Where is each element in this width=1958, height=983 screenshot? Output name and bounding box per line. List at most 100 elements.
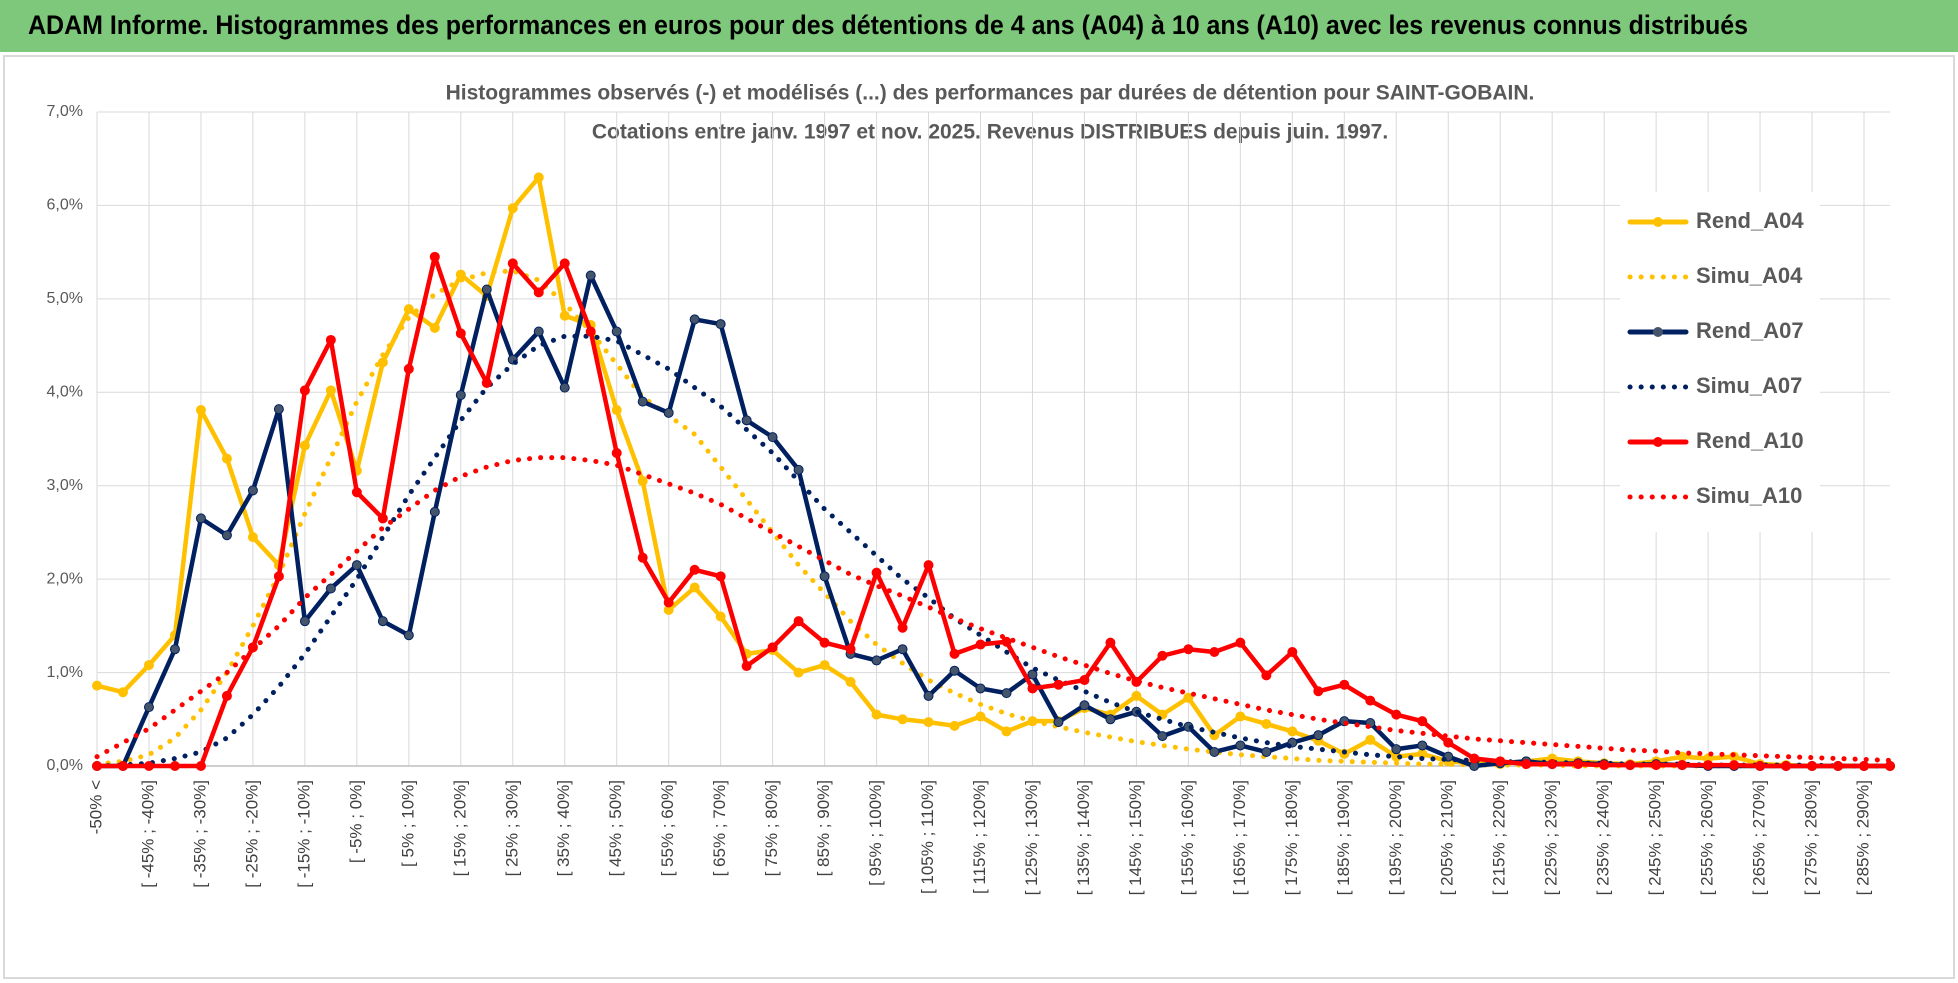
point-marker bbox=[429, 251, 440, 262]
point-marker bbox=[403, 363, 414, 374]
point-marker bbox=[949, 665, 960, 676]
point-marker bbox=[481, 284, 492, 295]
x-tick-label: [ 135% ; 140%] bbox=[1074, 780, 1093, 895]
legend-marker bbox=[1653, 437, 1663, 447]
point-marker bbox=[897, 644, 908, 655]
point-marker bbox=[1287, 647, 1298, 658]
point-marker bbox=[741, 661, 752, 672]
x-tick-label: -50% < bbox=[86, 780, 105, 834]
legend-background bbox=[1620, 192, 1820, 532]
point-marker bbox=[92, 761, 102, 771]
point-marker bbox=[1105, 637, 1116, 648]
point-marker bbox=[1053, 717, 1064, 728]
x-tick-label: [ -35% ; -30%] bbox=[190, 780, 209, 888]
x-tick-label: [ 205% ; 210%] bbox=[1438, 780, 1457, 895]
x-tick-label: [ 25% ; 30%] bbox=[502, 780, 521, 876]
point-marker bbox=[1391, 744, 1402, 755]
x-tick-label: [ 85% ; 90%] bbox=[814, 780, 833, 876]
point-marker bbox=[377, 513, 388, 524]
point-marker bbox=[1287, 726, 1298, 737]
point-marker bbox=[819, 637, 830, 648]
point-marker bbox=[92, 680, 102, 691]
point-marker bbox=[403, 630, 414, 641]
y-tick-label: 1,0% bbox=[47, 664, 83, 681]
point-marker bbox=[169, 644, 180, 655]
x-tick-label: [ 145% ; 150%] bbox=[1126, 780, 1145, 895]
point-marker bbox=[585, 326, 596, 337]
x-tick-label: [ 45% ; 50%] bbox=[606, 780, 625, 876]
point-marker bbox=[1183, 692, 1194, 703]
point-marker bbox=[819, 571, 830, 582]
y-tick-label: 3,0% bbox=[47, 477, 83, 494]
point-marker bbox=[1313, 686, 1324, 697]
x-tick-label: [ 15% ; 20%] bbox=[450, 780, 469, 876]
point-marker bbox=[117, 687, 128, 698]
point-marker bbox=[689, 582, 700, 593]
point-marker bbox=[845, 644, 856, 655]
header-title: ADAM Informe. Histogrammes des performan… bbox=[28, 10, 1748, 40]
x-tick-label: [ 285% ; 290%] bbox=[1853, 780, 1872, 895]
point-marker bbox=[273, 404, 284, 415]
point-marker bbox=[377, 616, 388, 627]
point-marker bbox=[299, 616, 310, 627]
point-marker bbox=[403, 304, 414, 315]
x-tick-label: [ 35% ; 40%] bbox=[554, 780, 573, 876]
point-marker bbox=[429, 506, 440, 517]
point-marker bbox=[533, 172, 544, 183]
point-marker bbox=[715, 611, 726, 622]
legend-label: Simu_A07 bbox=[1696, 373, 1802, 398]
point-marker bbox=[1183, 644, 1194, 655]
point-marker bbox=[1079, 700, 1090, 711]
point-marker bbox=[1365, 695, 1376, 706]
point-marker bbox=[975, 711, 986, 722]
point-marker bbox=[923, 690, 934, 701]
point-marker bbox=[871, 709, 882, 720]
point-marker bbox=[1313, 730, 1324, 741]
point-marker bbox=[351, 487, 362, 498]
y-tick-label: 6,0% bbox=[47, 197, 83, 214]
point-marker bbox=[611, 326, 622, 337]
point-marker bbox=[663, 407, 674, 418]
point-marker bbox=[871, 567, 882, 578]
x-tick-label: [ 215% ; 220%] bbox=[1490, 780, 1509, 895]
legend-label: Rend_A07 bbox=[1696, 318, 1804, 343]
point-marker bbox=[455, 328, 466, 339]
chart-title: Histogrammes observés (-) et modélisés (… bbox=[446, 82, 1535, 105]
point-marker bbox=[221, 530, 232, 541]
legend-marker bbox=[1653, 217, 1663, 227]
x-tick-label: [ 125% ; 130%] bbox=[1022, 780, 1041, 895]
x-tick-label: [ 95% ; 100%] bbox=[866, 780, 885, 886]
x-tick-label: [ 225% ; 230%] bbox=[1542, 780, 1561, 895]
point-marker bbox=[1443, 737, 1454, 748]
x-tick-label: [ 255% ; 260%] bbox=[1698, 780, 1717, 895]
chart-border bbox=[3, 55, 1955, 979]
point-marker bbox=[767, 432, 778, 443]
x-tick-label: [ 195% ; 200%] bbox=[1386, 780, 1405, 895]
point-marker bbox=[429, 322, 440, 333]
x-tick-label: [ 115% ; 120%] bbox=[970, 780, 989, 894]
point-marker bbox=[715, 571, 726, 582]
x-tick-label: [ 105% ; 110%] bbox=[918, 780, 937, 894]
x-tick-label: [ 175% ; 180%] bbox=[1282, 780, 1301, 895]
point-marker bbox=[1573, 759, 1584, 770]
chart-subtitle: Cotations entre janv. 1997 et nov. 2025.… bbox=[592, 121, 1388, 144]
x-tick-label: [ 245% ; 250%] bbox=[1646, 780, 1665, 895]
point-marker bbox=[507, 258, 518, 269]
point-marker bbox=[1157, 650, 1168, 661]
point-marker bbox=[1703, 760, 1714, 771]
point-marker bbox=[1677, 760, 1688, 771]
point-marker bbox=[1885, 761, 1895, 771]
point-marker bbox=[975, 683, 986, 694]
point-marker bbox=[1235, 740, 1246, 751]
point-marker bbox=[1261, 718, 1272, 729]
point-marker bbox=[637, 396, 648, 407]
point-marker bbox=[767, 642, 778, 653]
point-marker bbox=[1157, 731, 1168, 742]
x-tick-label: [ 5% ; 10%] bbox=[398, 780, 417, 867]
point-marker bbox=[117, 761, 128, 771]
point-marker bbox=[143, 660, 154, 671]
y-tick-label: 4,0% bbox=[47, 384, 83, 401]
series-line bbox=[94, 455, 1893, 763]
point-marker bbox=[689, 314, 700, 325]
